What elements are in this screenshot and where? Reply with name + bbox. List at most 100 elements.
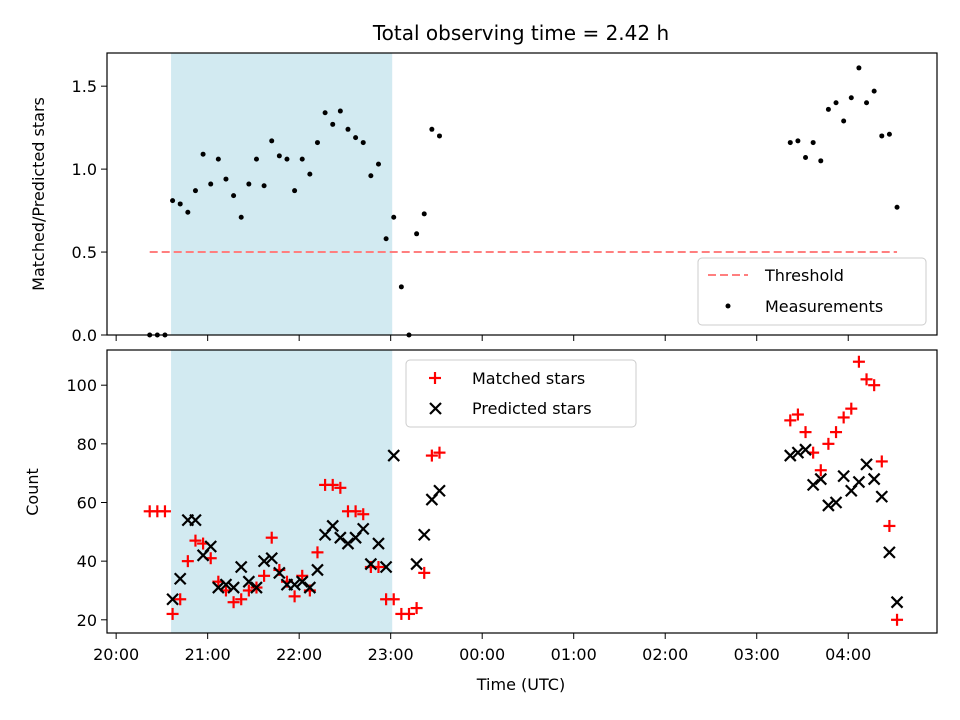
measurement-point [894,204,900,210]
predicted-star-point [341,537,355,550]
measurement-point [833,100,839,106]
measurement-point [170,198,176,204]
x-tick-label: 23:00 [368,645,414,664]
x-tick-label: 03:00 [734,645,780,664]
chart-title: Total observing time = 2.42 h [372,21,669,45]
predicted-star-point [242,575,256,588]
measurement-point [436,133,442,139]
matched-star-point [784,414,797,427]
predicted-star-point [867,472,881,486]
measurement-point [848,95,854,101]
top-shaded-region [171,53,393,335]
measurement-point [429,126,435,132]
measurement-point [795,138,801,144]
predicted-star-point [219,578,233,591]
measurement-point [383,236,389,242]
top-plot-frame [106,52,938,336]
measurement-point [330,121,336,127]
matched-star-point [181,555,194,568]
bottom-y-axis-label: Count [23,468,42,516]
matched-star-point [830,426,843,439]
predicted-star-point [356,522,370,536]
x-tick-label: 21:00 [185,645,231,664]
x-axis-label: Time (UTC) [476,675,565,694]
matched-star-point [868,379,881,392]
legend-predicted-label: Predicted stars [472,399,592,418]
predicted-star-point [303,581,317,594]
predicted-star-point [372,537,385,550]
legend-measurements-swatch [725,303,731,309]
top-y-tick-label: 0.0 [72,326,97,345]
predicted-star-point [784,449,797,462]
matched-star-point [235,593,248,606]
measurement-point [200,151,206,157]
x-tick-label: 02:00 [642,645,688,664]
measurement-point [803,155,809,161]
measurement-point [841,118,847,124]
predicted-star-point [334,531,347,544]
measurement-point [215,156,221,162]
measurement-point [871,88,877,94]
measurement-point [414,231,420,237]
bottom-y-tick-label: 100 [66,376,97,395]
matched-star-point [296,569,309,582]
matched-star-point [814,464,827,477]
matched-star-point [875,455,888,468]
predicted-star-point [837,469,850,483]
predicted-star-point [234,560,248,574]
predicted-star-point [860,458,873,471]
measurement-point [208,181,214,187]
predicted-star-point [166,592,179,606]
top-y-tick-label: 0.5 [72,243,97,262]
predicted-star-point [265,551,278,565]
predicted-star-point [326,519,340,533]
matched-star-point [845,402,858,415]
bottom-legend: Matched stars Predicted stars [405,359,637,428]
measurement-point [314,140,320,146]
measurement-point [825,106,831,112]
predicted-star-point [212,581,225,594]
measurement-point [284,156,290,162]
legend-matched-swatch [429,372,441,384]
top-legend: Threshold Measurements [697,257,927,326]
matched-star-point [288,590,301,603]
predicted-star-point [799,443,812,456]
matched-star-point [311,546,324,559]
measurement-point [337,108,343,114]
measurement-point [787,140,793,146]
matched-star-point [433,446,446,459]
bottom-plot-frame [106,349,938,634]
bottom-shaded-region [171,350,393,633]
predicted-star-point [814,472,828,486]
predicted-star-point [364,557,378,571]
predicted-star-point [173,572,187,586]
predicted-star-point [875,490,889,503]
predicted-star-point [227,581,240,594]
predicted-star-point [806,478,820,492]
matched-star-point [799,426,812,439]
legend-threshold-label: Threshold [764,266,844,285]
measurement-point [299,156,305,162]
measurement-point [864,100,870,106]
predicted-star-point [417,528,431,542]
bottom-y-tick-label: 40 [77,552,97,571]
matched-star-point [166,607,179,620]
predicted-star-point [822,499,835,512]
measurement-point [879,133,885,139]
predicted-star-point [288,578,301,591]
matched-star-point [189,534,202,547]
matched-star-point [258,569,271,582]
predicted-star-point [387,449,401,462]
measurement-point [856,65,862,71]
predicted-star-point [257,554,271,568]
bottom-panel: 20 40 60 80 100 20:00 21:00 22:00 23:00 00:00 01:… [23,349,938,694]
x-tick-label: 04:00 [825,645,871,664]
matched-star-point [174,593,187,606]
predicted-star-point [250,581,263,594]
measurement-point [368,173,374,179]
measurement-point [345,126,351,132]
measurement-point [269,138,275,144]
measurement-point [360,140,366,146]
measurement-point [391,214,397,220]
measurement-point [223,176,229,182]
